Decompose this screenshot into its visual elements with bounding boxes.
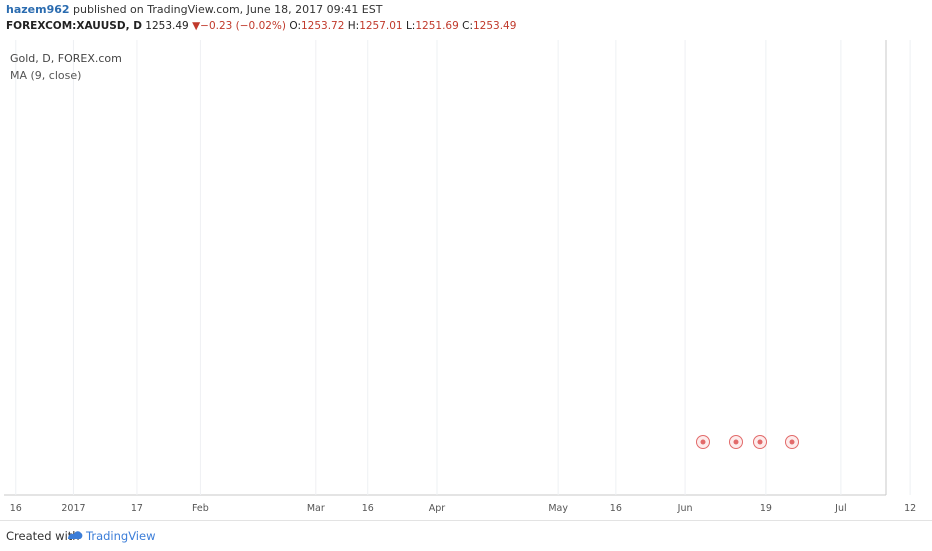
low-value: 1251.69	[415, 20, 459, 32]
low-label: L:	[405, 20, 416, 32]
high-label: H:	[347, 20, 360, 32]
footer: Created with TradingView	[0, 520, 932, 551]
high-value: 1257.01	[359, 20, 403, 32]
open-label: O:	[289, 20, 301, 32]
event-flag-dot	[700, 439, 706, 445]
x-tick-label: 16	[362, 503, 374, 514]
x-tick-label: 16	[10, 503, 22, 514]
x-tick-label: 2017	[61, 503, 85, 514]
x-tick-label: Mar	[307, 503, 325, 514]
close-label: C:	[462, 20, 473, 32]
event-flag-dot	[757, 439, 763, 445]
x-tick-label: 17	[131, 503, 143, 514]
x-tick-label: Jul	[834, 503, 846, 514]
x-tick-label: Jun	[677, 503, 693, 514]
chart-header: hazem962 published on TradingView.com, J…	[0, 0, 932, 38]
x-tick-label: 16	[610, 503, 622, 514]
ohlc-line: FOREXCOM:XAUUSD, D 1253.49 ▼−0.23 (−0.02…	[6, 20, 516, 32]
down-triangle-icon: ▼	[192, 20, 201, 32]
publish-line: hazem962 published on TradingView.com, J…	[6, 3, 382, 16]
open-value: 1253.72	[300, 20, 345, 32]
event-flag-dot	[789, 439, 795, 445]
close-value: 1253.49	[472, 20, 517, 32]
price-chart[interactable]: 1120.001140.001160.001180.001200.001220.…	[0, 40, 932, 520]
x-tick-label: Feb	[192, 503, 209, 514]
x-tick-label: May	[548, 503, 568, 514]
x-tick-label: 12	[904, 503, 916, 514]
created-with-label: Created with	[6, 529, 80, 543]
publish-info: published on TradingView.com, June 18, 2…	[73, 3, 383, 16]
tradingview-logo-icon	[68, 531, 83, 539]
price-change: −0.23 (−0.02%)	[200, 20, 287, 32]
event-flag-dot	[733, 439, 739, 445]
last-price: 1253.49	[145, 20, 189, 32]
symbol-label: FOREXCOM:XAUUSD, D	[6, 20, 142, 32]
x-tick-label: Apr	[429, 503, 446, 514]
author-name[interactable]: hazem962	[6, 3, 70, 16]
ma-indicator-label[interactable]: MA (9, close)	[10, 69, 82, 82]
x-tick-label: 19	[760, 503, 772, 514]
plot-area[interactable]	[4, 40, 886, 495]
tradingview-link[interactable]: TradingView	[86, 529, 156, 543]
chart-title: Gold, D, FOREX.com	[10, 52, 122, 65]
